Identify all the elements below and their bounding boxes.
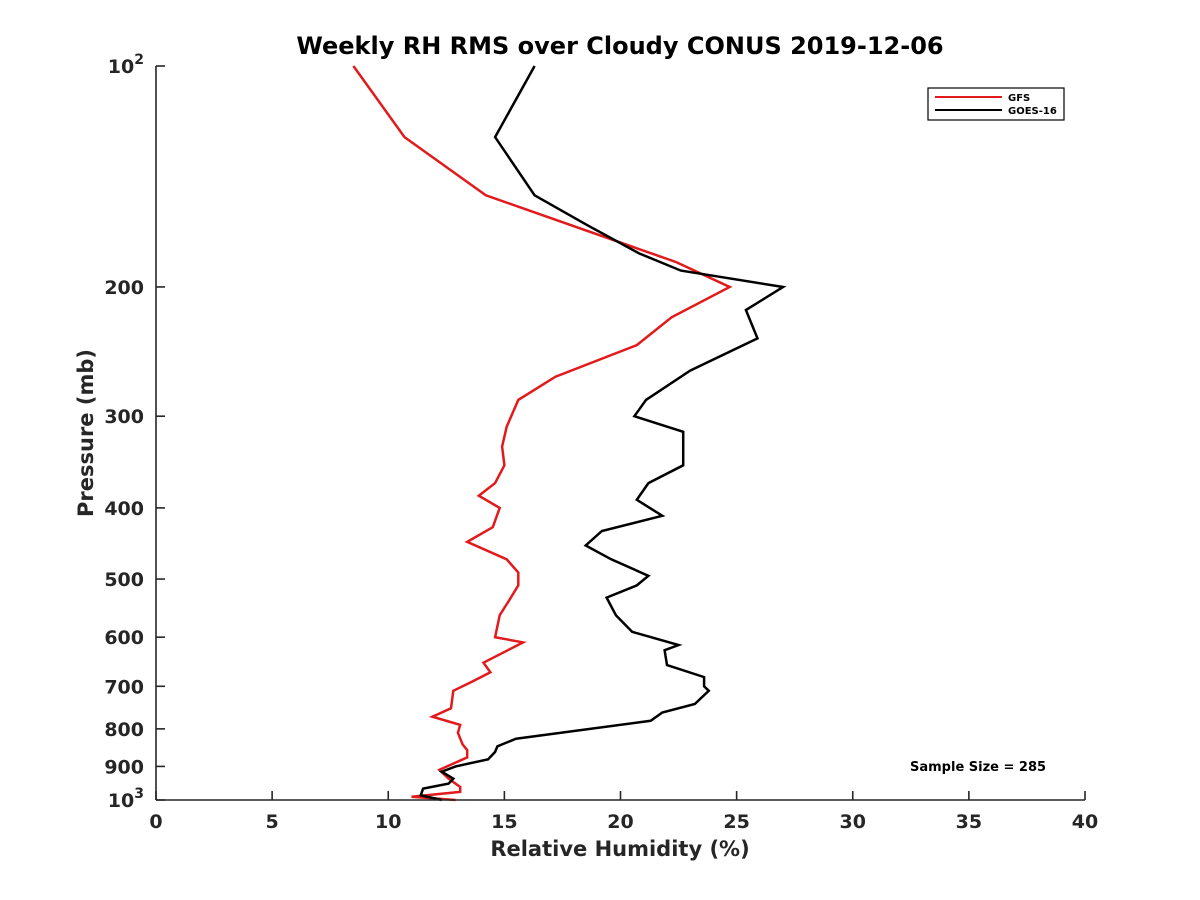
x-ticks: 0 5 10 15 20 25 30 35 40 <box>149 791 1098 833</box>
x-tick-label: 20 <box>607 811 633 833</box>
x-tick-label: 10 <box>375 811 401 833</box>
sample-size-annotation: Sample Size = 285 <box>910 760 1046 775</box>
y-tick-label: 900 <box>104 756 144 778</box>
x-tick-label: 5 <box>266 811 279 833</box>
plot-frame <box>156 66 1085 800</box>
x-tick-label: 35 <box>956 811 982 833</box>
x-tick-label: 25 <box>723 811 749 833</box>
y-tick-label: 103 <box>108 786 144 812</box>
y-tick-base: 10 <box>108 56 134 78</box>
y-tick-label: 700 <box>104 676 144 698</box>
y-tick-label: 600 <box>104 627 144 649</box>
x-tick-label: 0 <box>149 811 162 833</box>
series-line-gfs <box>352 65 733 802</box>
y-tick-label: 300 <box>104 406 144 428</box>
series-layer <box>352 65 787 802</box>
chart-title: Weekly RH RMS over Cloudy CONUS 2019-12-… <box>296 32 943 60</box>
y-tick-base: 10 <box>108 790 134 812</box>
legend-label-goes16: GOES-16 <box>1008 106 1057 117</box>
y-tick-label: 200 <box>104 277 144 299</box>
y-tick-exponent: 3 <box>134 786 144 802</box>
y-tick-exponent: 2 <box>134 52 144 68</box>
x-tick-label: 30 <box>840 811 866 833</box>
y-tick-label: 800 <box>104 719 144 741</box>
x-tick-label: 15 <box>491 811 517 833</box>
legend-box <box>927 87 1065 121</box>
series-line-goes-16 <box>419 65 787 802</box>
y-axis-label: Pressure (mb) <box>74 349 98 517</box>
x-axis-label: Relative Humidity (%) <box>490 837 749 861</box>
y-tick-label: 400 <box>104 498 144 520</box>
legend-label-gfs: GFS <box>1008 93 1030 104</box>
legend: GFS GOES-16 <box>927 87 1065 121</box>
y-tick-label: 500 <box>104 569 144 591</box>
x-tick-label: 40 <box>1072 811 1098 833</box>
y-tick-label: 102 <box>108 52 144 78</box>
